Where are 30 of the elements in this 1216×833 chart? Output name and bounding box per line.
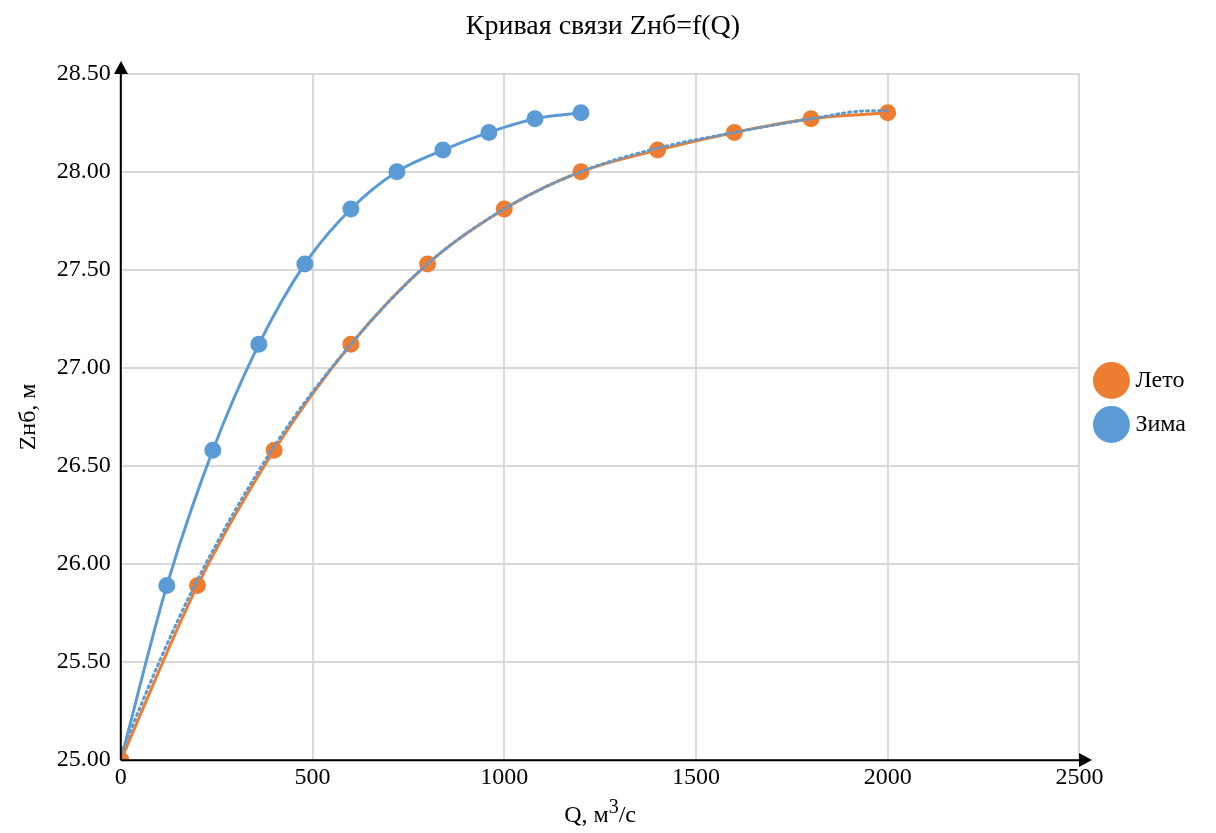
x-tick-label: 0 bbox=[114, 762, 127, 789]
point bbox=[250, 335, 268, 353]
point bbox=[296, 255, 314, 273]
y-tick-label: 27.50 bbox=[56, 255, 111, 282]
point bbox=[204, 441, 222, 459]
y-tick-label: 28.50 bbox=[56, 58, 111, 85]
chart-title: Кривая связи Zнб=f(Q) bbox=[465, 9, 741, 41]
x-tick-label: 1000 bbox=[480, 762, 529, 789]
y-tick-label: 26.00 bbox=[56, 549, 111, 576]
point bbox=[434, 141, 452, 159]
y-tick-label: 27.00 bbox=[56, 353, 111, 380]
x-tick-label: 500 bbox=[294, 762, 331, 789]
legend-label: Зима bbox=[1135, 409, 1187, 436]
y-tick-label: 28.00 bbox=[56, 156, 111, 183]
y-tick-label: 25.50 bbox=[56, 647, 111, 674]
x-tick-label: 2500 bbox=[1055, 762, 1104, 789]
point bbox=[388, 163, 406, 181]
point bbox=[342, 200, 360, 218]
y-tick-label: 25.00 bbox=[56, 745, 111, 772]
point bbox=[158, 577, 176, 595]
x-axis-title: Q, м$^{3}$/с bbox=[564, 795, 636, 828]
point bbox=[879, 104, 897, 122]
x-tick-label: 2000 bbox=[863, 762, 912, 789]
y-tick-label: 26.50 bbox=[56, 451, 111, 478]
legend-label: Лето bbox=[1135, 365, 1185, 392]
point bbox=[572, 104, 590, 122]
point bbox=[526, 110, 544, 128]
point bbox=[480, 123, 498, 141]
y-axis-title: Zнб, м bbox=[13, 383, 40, 451]
x-tick-label: 1500 bbox=[671, 762, 720, 789]
